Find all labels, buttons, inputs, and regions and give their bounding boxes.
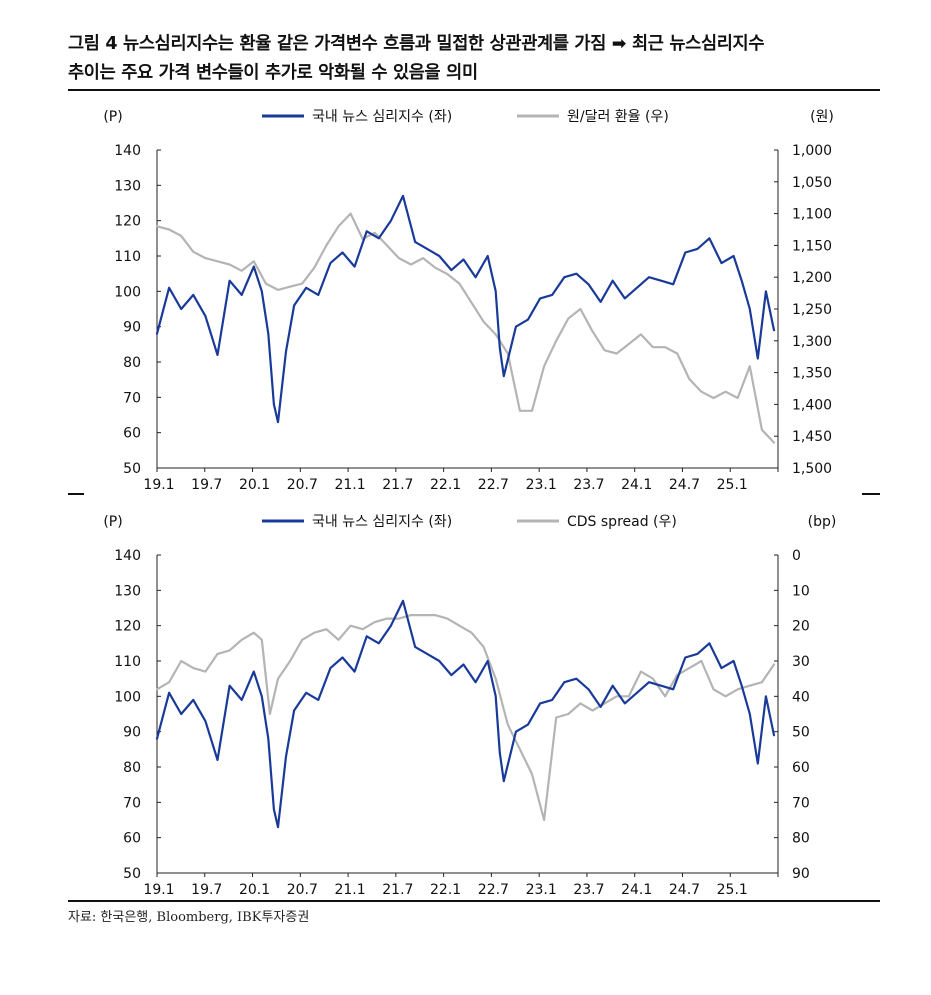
right-tick-label: 10: [792, 583, 810, 599]
x-tick-label: 19.1: [143, 882, 174, 898]
left-tick-label: 100: [114, 689, 141, 705]
left-tick-label: 130: [114, 178, 141, 194]
x-tick-label: 19.1: [143, 477, 174, 493]
x-tick-label: 22.1: [430, 882, 461, 898]
y-axis-unit-label: (P): [103, 109, 122, 125]
y2-axis-unit-label: (bp): [808, 514, 837, 530]
x-tick-label: 21.1: [334, 477, 365, 493]
left-tick-label: 80: [123, 760, 141, 776]
source-note: 자료: 한국은행, Bloomberg, IBK투자증권: [68, 910, 310, 925]
left-tick-label: 120: [114, 619, 141, 635]
left-tick-label: 140: [114, 143, 141, 159]
right-tick-label: 1,200: [792, 270, 832, 286]
right-tick-label: 1,350: [792, 366, 832, 382]
right-tick-label: 40: [792, 689, 810, 705]
left-tick-label: 50: [123, 866, 141, 882]
left-tick-label: 110: [114, 654, 141, 670]
right-tick-label: 70: [792, 795, 810, 811]
won-dollar-line: [155, 212, 776, 444]
right-tick-label: 0: [792, 548, 801, 564]
x-tick-label: 20.7: [287, 882, 318, 898]
x-tick-label: 20.1: [239, 882, 270, 898]
left-tick-label: 90: [123, 725, 141, 741]
chart-cds-spread: 140 130 120 110 100 90 80 70 60 50 0 10 20 30 40 50 60 70…: [103, 514, 837, 898]
right-tick-label: 1,450: [792, 429, 832, 445]
left-tick-label: 50: [123, 461, 141, 477]
right-tick-label: 50: [792, 725, 810, 741]
right-tick-label: 1,050: [792, 175, 832, 191]
x-tick-label: 21.7: [382, 477, 413, 493]
right-tick-label: 80: [792, 831, 810, 847]
right-tick-label: 1,300: [792, 334, 832, 350]
left-tick-label: 70: [123, 795, 141, 811]
figure-title-line1: 그림 4 뉴스심리지수는 환율 같은 가격변수 흐름과 밀접한 상관관계를 가짐…: [68, 34, 765, 54]
right-tick-label: 90: [792, 866, 810, 882]
x-tick-label: 20.1: [239, 477, 270, 493]
title-underline: [68, 89, 880, 91]
x-tick-label: 25.1: [717, 477, 748, 493]
x-tick-label: 25.1: [717, 882, 748, 898]
x-tick-label: 23.7: [573, 882, 604, 898]
right-tick-label: 1,100: [792, 207, 832, 223]
x-tick-label: 24.7: [669, 882, 700, 898]
x-tick-label: 24.1: [621, 477, 652, 493]
y-axis-unit-label: (P): [103, 514, 122, 530]
left-tick-label: 130: [114, 583, 141, 599]
x-tick-label: 22.1: [430, 477, 461, 493]
left-tick-label: 110: [114, 249, 141, 265]
bottom-rule: [68, 900, 880, 902]
x-tick-label: 22.7: [478, 477, 509, 493]
left-tick-label: 140: [114, 548, 141, 564]
legend-label: 국내 뉴스 심리지수 (좌): [312, 514, 452, 530]
right-tick-label: 1,400: [792, 397, 832, 413]
y2-axis-unit-label: (원): [810, 109, 834, 125]
legend-label: CDS spread (우): [567, 514, 677, 530]
left-tick-label: 90: [123, 320, 141, 336]
x-tick-label: 21.7: [382, 882, 413, 898]
x-tick-label: 23.7: [573, 477, 604, 493]
left-tick-label: 100: [114, 284, 141, 300]
x-tick-label: 22.7: [478, 882, 509, 898]
figure-title: 그림 4 뉴스심리지수는 환율 같은 가격변수 흐름과 밀접한 상관관계를 가짐…: [68, 30, 888, 88]
news-sentiment-line: [155, 194, 776, 424]
x-tick-label: 23.1: [526, 882, 557, 898]
right-tick-label: 30: [792, 654, 810, 670]
right-tick-label: 20: [792, 619, 810, 635]
x-tick-label: 24.1: [621, 882, 652, 898]
divider-right: [862, 493, 880, 495]
right-tick-label: 60: [792, 760, 810, 776]
left-tick-label: 60: [123, 426, 141, 442]
legend-label: 국내 뉴스 심리지수 (좌): [312, 109, 452, 125]
chart-won-dollar: 140 130 120 110 100 90 80 70 60 50 1,000 1,050 1,100…: [103, 109, 834, 493]
x-tick-label: 21.1: [334, 882, 365, 898]
cds-spread-line: [155, 613, 776, 822]
x-tick-label: 19.7: [191, 477, 222, 493]
figure-title-line2: 추이는 주요 가격 변수들이 추가로 악화될 수 있음을 의미: [68, 63, 478, 83]
x-tick-label: 20.7: [287, 477, 318, 493]
x-tick-label: 24.7: [669, 477, 700, 493]
x-tick-label: 23.1: [526, 477, 557, 493]
divider-left: [68, 493, 84, 495]
legend-label: 원/달러 환율 (우): [567, 109, 669, 125]
right-tick-label: 1,250: [792, 302, 832, 318]
x-tick-label: 19.7: [191, 882, 222, 898]
news-sentiment-line: [155, 599, 776, 829]
left-tick-label: 60: [123, 831, 141, 847]
left-tick-label: 120: [114, 214, 141, 230]
right-tick-label: 1,000: [792, 143, 832, 159]
right-tick-label: 1,150: [792, 238, 832, 254]
left-tick-label: 80: [123, 355, 141, 371]
left-tick-label: 70: [123, 390, 141, 406]
right-tick-label: 1,500: [792, 461, 832, 477]
